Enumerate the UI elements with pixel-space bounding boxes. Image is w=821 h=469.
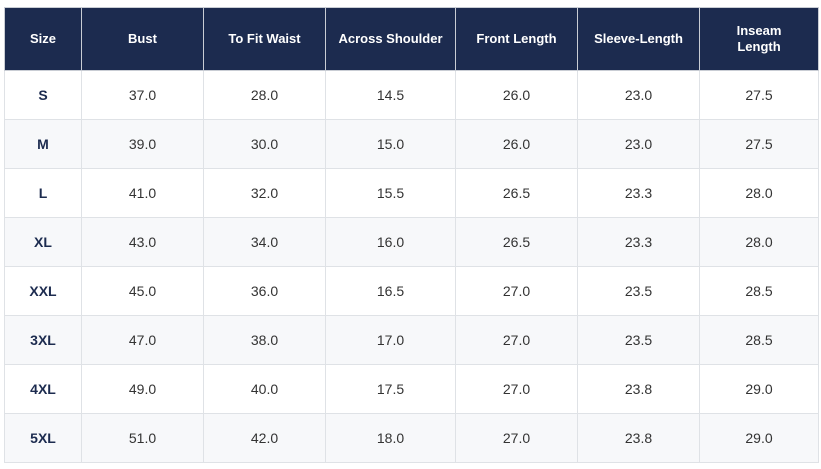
cell-inseam-length: 29.0 [699, 413, 819, 463]
cell-bust: 49.0 [81, 364, 204, 414]
size-chart-body: S 37.0 28.0 14.5 26.0 23.0 27.5 M 39.0 30.0 15.0 26… [4, 70, 819, 463]
cell-front-length: 26.5 [455, 168, 578, 218]
cell-sleeve-length: 23.8 [577, 364, 700, 414]
cell-inseam-length: 28.0 [699, 217, 819, 267]
header-bust: Bust [81, 7, 204, 71]
cell-size: XL [4, 217, 82, 267]
cell-bust: 45.0 [81, 266, 204, 316]
header-shoulder: Across Shoulder [325, 7, 456, 71]
cell-front-length: 27.0 [455, 413, 578, 463]
cell-sleeve-length: 23.8 [577, 413, 700, 463]
cell-shoulder: 16.5 [325, 266, 456, 316]
header-size: Size [4, 7, 82, 71]
size-chart-container: Size Bust To Fit Waist Across Shoulder F… [4, 7, 819, 463]
size-chart-table: Size Bust To Fit Waist Across Shoulder F… [4, 7, 819, 463]
cell-waist: 28.0 [203, 70, 326, 120]
cell-size: M [4, 119, 82, 169]
table-row: 4XL 49.0 40.0 17.5 27.0 23.8 29.0 [4, 364, 819, 414]
cell-front-length: 27.0 [455, 315, 578, 365]
table-row: XXL 45.0 36.0 16.5 27.0 23.5 28.5 [4, 266, 819, 316]
header-front-length: Front Length [455, 7, 578, 71]
cell-waist: 40.0 [203, 364, 326, 414]
cell-inseam-length: 27.5 [699, 119, 819, 169]
cell-shoulder: 14.5 [325, 70, 456, 120]
header-row: Size Bust To Fit Waist Across Shoulder F… [4, 7, 819, 71]
header-inseam-length: Inseam Length [699, 7, 819, 71]
cell-front-length: 26.0 [455, 70, 578, 120]
cell-sleeve-length: 23.0 [577, 70, 700, 120]
cell-size: L [4, 168, 82, 218]
cell-inseam-length: 27.5 [699, 70, 819, 120]
cell-shoulder: 15.0 [325, 119, 456, 169]
cell-front-length: 27.0 [455, 266, 578, 316]
cell-front-length: 26.5 [455, 217, 578, 267]
cell-front-length: 27.0 [455, 364, 578, 414]
cell-inseam-length: 28.5 [699, 266, 819, 316]
cell-shoulder: 17.0 [325, 315, 456, 365]
cell-shoulder: 18.0 [325, 413, 456, 463]
cell-bust: 41.0 [81, 168, 204, 218]
table-row: 5XL 51.0 42.0 18.0 27.0 23.8 29.0 [4, 413, 819, 463]
cell-waist: 42.0 [203, 413, 326, 463]
cell-size: XXL [4, 266, 82, 316]
cell-sleeve-length: 23.3 [577, 217, 700, 267]
cell-inseam-length: 28.5 [699, 315, 819, 365]
cell-shoulder: 16.0 [325, 217, 456, 267]
cell-waist: 36.0 [203, 266, 326, 316]
cell-waist: 38.0 [203, 315, 326, 365]
cell-size: 5XL [4, 413, 82, 463]
cell-sleeve-length: 23.5 [577, 266, 700, 316]
table-row: M 39.0 30.0 15.0 26.0 23.0 27.5 [4, 119, 819, 169]
table-row: S 37.0 28.0 14.5 26.0 23.0 27.5 [4, 70, 819, 120]
cell-waist: 32.0 [203, 168, 326, 218]
table-row: 3XL 47.0 38.0 17.0 27.0 23.5 28.5 [4, 315, 819, 365]
cell-bust: 47.0 [81, 315, 204, 365]
cell-size: S [4, 70, 82, 120]
cell-front-length: 26.0 [455, 119, 578, 169]
cell-size: 4XL [4, 364, 82, 414]
size-chart-header: Size Bust To Fit Waist Across Shoulder F… [4, 7, 819, 71]
cell-inseam-length: 29.0 [699, 364, 819, 414]
cell-shoulder: 15.5 [325, 168, 456, 218]
cell-bust: 51.0 [81, 413, 204, 463]
table-row: XL 43.0 34.0 16.0 26.5 23.3 28.0 [4, 217, 819, 267]
cell-bust: 37.0 [81, 70, 204, 120]
header-sleeve-length: Sleeve-Length [577, 7, 700, 71]
table-row: L 41.0 32.0 15.5 26.5 23.3 28.0 [4, 168, 819, 218]
header-waist: To Fit Waist [203, 7, 326, 71]
cell-bust: 43.0 [81, 217, 204, 267]
cell-sleeve-length: 23.0 [577, 119, 700, 169]
cell-bust: 39.0 [81, 119, 204, 169]
cell-size: 3XL [4, 315, 82, 365]
cell-waist: 30.0 [203, 119, 326, 169]
cell-sleeve-length: 23.3 [577, 168, 700, 218]
cell-shoulder: 17.5 [325, 364, 456, 414]
cell-sleeve-length: 23.5 [577, 315, 700, 365]
cell-waist: 34.0 [203, 217, 326, 267]
cell-inseam-length: 28.0 [699, 168, 819, 218]
